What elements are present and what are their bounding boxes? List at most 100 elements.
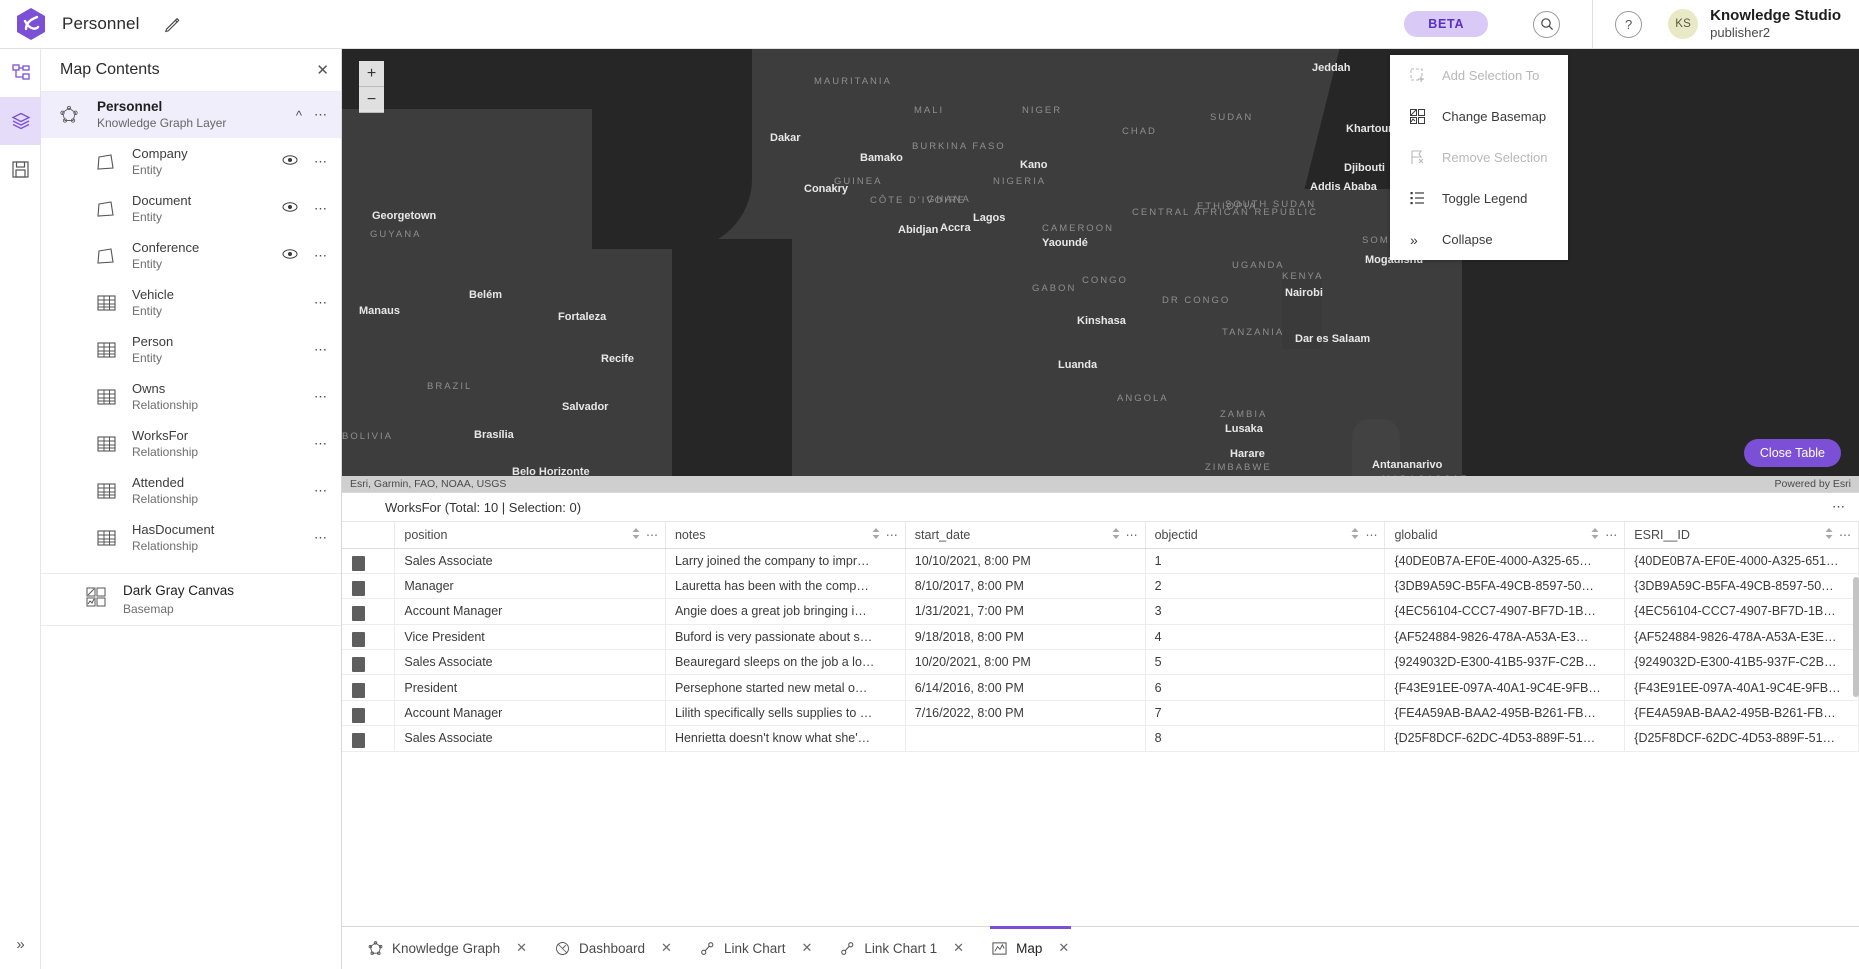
table-cell-esri-id[interactable]: {FE4A59AB-BAA2-495B-B261-FB… (1624, 700, 1859, 727)
row-select-cell[interactable] (342, 700, 396, 727)
table-row[interactable]: President Persephone started new metal o…… (342, 674, 1859, 701)
table-cell-notes[interactable]: Lilith specifically sells supplies to … (665, 700, 906, 727)
table-cell-position[interactable]: Account Manager (394, 700, 666, 727)
layer-item-vehicle[interactable]: Vehicle Entity ⋯ (41, 279, 341, 326)
avatar[interactable]: KS (1668, 9, 1699, 39)
more-options-icon[interactable]: ⋯ (314, 482, 327, 498)
table-cell-globalid[interactable]: {4EC56104-CCC7-4907-BF7D-1B… (1384, 598, 1626, 625)
chevron-double-right-icon[interactable]: » (16, 935, 25, 953)
sort-arrows-icon[interactable] (872, 528, 880, 541)
zoom-in-button[interactable]: + (359, 61, 384, 87)
table-cell-esri-id[interactable]: {40DE0B7A-EF0E-4000-A325-651… (1624, 548, 1859, 574)
more-options-icon[interactable]: ⋯ (314, 153, 327, 169)
row-select-box[interactable] (352, 708, 365, 724)
table-cell-objectid[interactable]: 6 (1145, 674, 1386, 701)
table-cell-notes[interactable]: Henrietta doesn't know what she'… (665, 725, 906, 752)
close-table-button[interactable]: Close Table (1743, 439, 1841, 467)
table-cell-position[interactable]: Sales Associate (394, 725, 666, 752)
close-icon[interactable]: ✕ (516, 940, 527, 955)
table-cell-notes[interactable]: Lauretta has been with the comp… (665, 573, 906, 600)
table-cell-esri-id[interactable]: {4EC56104-CCC7-4907-BF7D-1B… (1624, 598, 1859, 625)
table-column-header[interactable]: position ⋯ (394, 522, 666, 549)
eye-icon[interactable] (282, 154, 298, 169)
table-cell-start-date[interactable]: 7/16/2022, 8:00 PM (905, 700, 1146, 727)
close-icon[interactable]: ✕ (801, 940, 813, 955)
more-options-icon[interactable]: ⋯ (1365, 527, 1378, 542)
tab-dashboard[interactable]: Dashboard ✕ (541, 927, 686, 969)
table-cell-start-date[interactable]: 10/10/2021, 8:00 PM (905, 548, 1146, 574)
sort-arrows-icon[interactable] (1351, 528, 1359, 541)
table-cell-objectid[interactable]: 1 (1145, 548, 1386, 574)
table-row[interactable]: Sales Associate Larry joined the company … (342, 548, 1859, 574)
table-cell-start-date[interactable]: 9/18/2018, 8:00 PM (905, 624, 1146, 651)
table-cell-notes[interactable]: Beauregard sleeps on the job a lo… (665, 649, 906, 676)
context-menu-item-collapse[interactable]: » Collapse (1390, 219, 1568, 260)
more-options-icon[interactable]: ⋯ (885, 527, 898, 542)
map-context-menu[interactable]: Add Selection To Change Basemap Remove Sel… (1390, 55, 1568, 260)
table-column-header[interactable]: globalid ⋯ (1384, 522, 1626, 549)
table-cell-globalid[interactable]: {40DE0B7A-EF0E-4000-A325-65… (1384, 548, 1626, 574)
layer-item-conference[interactable]: Conference Entity ⋯ (41, 232, 341, 279)
row-select-box[interactable] (352, 606, 365, 622)
sidebar-item-graph-schema[interactable] (0, 49, 41, 97)
map-canvas[interactable]: Jeddah Khartoum Djibouti Addis Ababa Mogadis… (342, 49, 1859, 492)
table-cell-position[interactable]: Account Manager (394, 598, 666, 625)
table-cell-objectid[interactable]: 3 (1145, 598, 1386, 625)
more-options-icon[interactable]: ⋯ (314, 107, 327, 122)
sidebar-item-layers[interactable] (0, 97, 41, 145)
more-options-icon[interactable]: ⋯ (314, 529, 327, 545)
more-options-icon[interactable]: ⋯ (1832, 499, 1845, 514)
table-row[interactable]: Account Manager Lilith specifically sells… (342, 700, 1859, 727)
sort-arrows-icon[interactable] (632, 528, 640, 541)
table-cell-notes[interactable]: Persephone started new metal o… (665, 674, 906, 701)
table-cell-position[interactable]: Manager (394, 573, 666, 600)
eye-icon[interactable] (282, 248, 298, 263)
more-options-icon[interactable]: ⋯ (1605, 527, 1618, 542)
table-row[interactable]: Vice President Buford is very passionate … (342, 624, 1859, 651)
more-options-icon[interactable]: ⋯ (1839, 527, 1851, 542)
more-options-icon[interactable]: ⋯ (314, 388, 327, 404)
table-cell-esri-id[interactable]: {D25F8DCF-62DC-4D53-889F-51… (1624, 725, 1859, 752)
sort-arrows-icon[interactable] (1112, 528, 1120, 541)
eye-icon[interactable] (282, 201, 298, 216)
layer-item-attended[interactable]: Attended Relationship ⋯ (41, 467, 341, 514)
layer-item-owns[interactable]: Owns Relationship ⋯ (41, 373, 341, 420)
row-select-box[interactable] (352, 733, 365, 749)
row-select-box[interactable] (352, 581, 365, 597)
more-options-icon[interactable]: ⋯ (1125, 527, 1138, 542)
table-row[interactable]: Sales Associate Henrietta doesn't know wh… (342, 725, 1859, 752)
table-cell-start-date[interactable] (905, 725, 1146, 752)
help-icon[interactable]: ? (1615, 10, 1643, 38)
sidebar-item-save[interactable] (0, 145, 41, 193)
row-select-cell[interactable] (342, 598, 396, 625)
tab-link-chart[interactable]: Link Chart ✕ (686, 927, 826, 969)
table-row[interactable]: Account Manager Angie does a great job br… (342, 598, 1859, 625)
context-menu-item-toggle-legend[interactable]: Toggle Legend (1390, 178, 1568, 219)
table-cell-start-date[interactable]: 8/10/2017, 8:00 PM (905, 573, 1146, 600)
row-select-cell[interactable] (342, 725, 396, 752)
more-options-icon[interactable]: ⋯ (314, 200, 327, 216)
vertical-scrollbar[interactable] (1853, 577, 1859, 697)
context-menu-item-change-basemap[interactable]: Change Basemap (1390, 96, 1568, 137)
table-cell-notes[interactable]: Angie does a great job bringing i… (665, 598, 906, 625)
table-cell-globalid[interactable]: {3DB9A59C-B5FA-49CB-8597-50… (1384, 573, 1626, 600)
table-cell-globalid[interactable]: {9249032D-E300-41B5-937F-C2B… (1384, 649, 1626, 676)
zoom-out-button[interactable]: − (359, 87, 384, 113)
tab-knowledge-graph[interactable]: Knowledge Graph ✕ (354, 927, 541, 969)
table-column-header[interactable]: notes ⋯ (665, 522, 906, 549)
row-select-box[interactable] (352, 631, 365, 647)
table-cell-notes[interactable]: Buford is very passionate about s… (665, 624, 906, 651)
more-options-icon[interactable]: ⋯ (645, 527, 658, 542)
table-cell-start-date[interactable]: 6/14/2016, 8:00 PM (905, 674, 1146, 701)
table-column-header[interactable]: objectid ⋯ (1145, 522, 1386, 549)
more-options-icon[interactable]: ⋯ (314, 341, 327, 357)
table-cell-start-date[interactable]: 1/31/2021, 7:00 PM (905, 598, 1146, 625)
sort-arrows-icon[interactable] (1825, 528, 1833, 541)
table-cell-objectid[interactable]: 2 (1145, 573, 1386, 600)
table-cell-start-date[interactable]: 10/20/2021, 8:00 PM (905, 649, 1146, 676)
tab-link-chart-1[interactable]: Link Chart 1 ✕ (826, 927, 978, 969)
sort-arrows-icon[interactable] (1591, 528, 1599, 541)
table-cell-esri-id[interactable]: {9249032D-E300-41B5-937F-C2B… (1624, 649, 1859, 676)
row-select-box[interactable] (352, 682, 365, 698)
close-icon[interactable]: ✕ (953, 940, 965, 955)
